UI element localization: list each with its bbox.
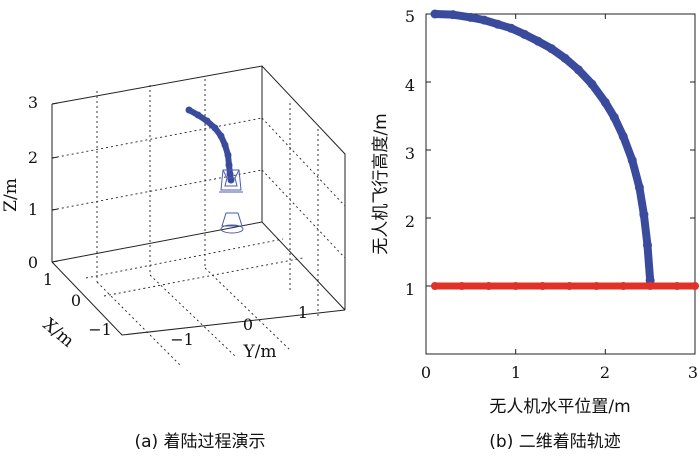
altitude-trajectory-line	[430, 10, 655, 285]
z-tick-2: 2	[28, 148, 38, 167]
ground-point	[592, 282, 601, 290]
b-x-tick-0: 0	[421, 363, 431, 382]
b-y-tick-3: 3	[405, 144, 415, 163]
z-tick-1: 1	[28, 200, 38, 219]
panel-b-2d-plot: 1 2 3 4 5 0 1 2 3 无人机水平位置/m 无人机飞行高度/m	[371, 7, 699, 417]
trajectory-point	[600, 97, 610, 107]
y-tick-neg1: −1	[170, 330, 194, 349]
b-x-tick-2: 2	[600, 363, 610, 382]
trajectory-3d-point	[194, 111, 202, 119]
caption-a: (a) 着陆过程演示	[134, 432, 265, 452]
ground-point	[565, 282, 574, 290]
drone-marker-lower	[220, 212, 244, 234]
ground-point	[619, 282, 628, 290]
panel-b-axes-box	[425, 13, 696, 355]
trajectory-3d-point	[217, 132, 225, 140]
b-x-axis-label: 无人机水平位置/m	[489, 397, 630, 417]
ground-point	[457, 282, 466, 290]
b-y-tick-1: 1	[405, 280, 415, 299]
ground-point	[538, 282, 547, 290]
trajectory-point	[642, 240, 652, 250]
z-tick-0: 0	[28, 253, 38, 272]
ground-point	[691, 282, 699, 290]
panel-a-trajectory	[185, 106, 235, 184]
panel-a-frame	[51, 65, 346, 336]
b-y-tick-5: 5	[405, 7, 415, 26]
z-tick-3: 3	[28, 93, 38, 112]
ground-point	[646, 282, 655, 290]
trajectory-point	[639, 210, 649, 220]
b-y-axis-label: 无人机飞行高度/m	[371, 113, 391, 254]
trajectory-point	[430, 9, 440, 19]
panel-b-series	[430, 9, 699, 290]
panel-a-zticks	[51, 102, 59, 263]
x-tick-1: 1	[43, 270, 53, 289]
trajectory-point	[547, 44, 557, 54]
b-y-tick-4: 4	[405, 76, 415, 95]
trajectory-point	[520, 29, 530, 39]
trajectory-3d-point	[203, 117, 211, 125]
trajectory-3d-point	[211, 124, 219, 132]
trajectory-point	[587, 79, 597, 89]
ground-point	[430, 282, 439, 290]
drone-marker-upper	[219, 169, 243, 193]
y-tick-0: 0	[243, 315, 253, 334]
trajectory-3d-point	[221, 141, 229, 149]
trajectory-point	[448, 10, 458, 20]
trajectory-point	[573, 65, 583, 75]
trajectory-point	[533, 36, 543, 46]
y-axis-label: Y/m	[242, 342, 276, 362]
trajectory-3d-point	[225, 161, 233, 169]
b-x-tick-3: 3	[688, 363, 698, 382]
trajectory-3d-point	[185, 106, 193, 114]
b-y-tick-2: 2	[405, 212, 415, 231]
trajectory-3d-point	[224, 151, 232, 159]
trajectory-point	[479, 15, 489, 25]
y-tick-1: 1	[298, 303, 308, 322]
trajectory-point	[506, 23, 516, 33]
panel-a-grid	[51, 79, 346, 366]
panel-b-ticks	[425, 13, 696, 354]
x-tick-neg1: −1	[88, 320, 112, 339]
trajectory-3d-point	[226, 170, 234, 178]
trajectory-point	[634, 182, 644, 192]
ground-point	[484, 282, 493, 290]
x-axis-label: X/m	[39, 315, 78, 352]
ground-point	[511, 282, 520, 290]
trajectory-point	[618, 131, 628, 141]
trajectory-point	[627, 155, 637, 165]
trajectory-point	[493, 19, 503, 29]
ground-point	[673, 282, 682, 290]
x-tick-0: 0	[71, 291, 81, 310]
caption-b: (b) 二维着陆轨迹	[489, 432, 620, 452]
b-x-tick-1: 1	[511, 363, 521, 382]
trajectory-point	[466, 12, 476, 22]
trajectory-point	[609, 112, 619, 122]
trajectory-point	[560, 53, 570, 63]
panel-a-3d-plot: 0 1 2 3 Z/m 1 0 −1 X/m −1 0 1 Y/m	[1, 65, 346, 366]
z-axis-label: Z/m	[1, 178, 21, 212]
